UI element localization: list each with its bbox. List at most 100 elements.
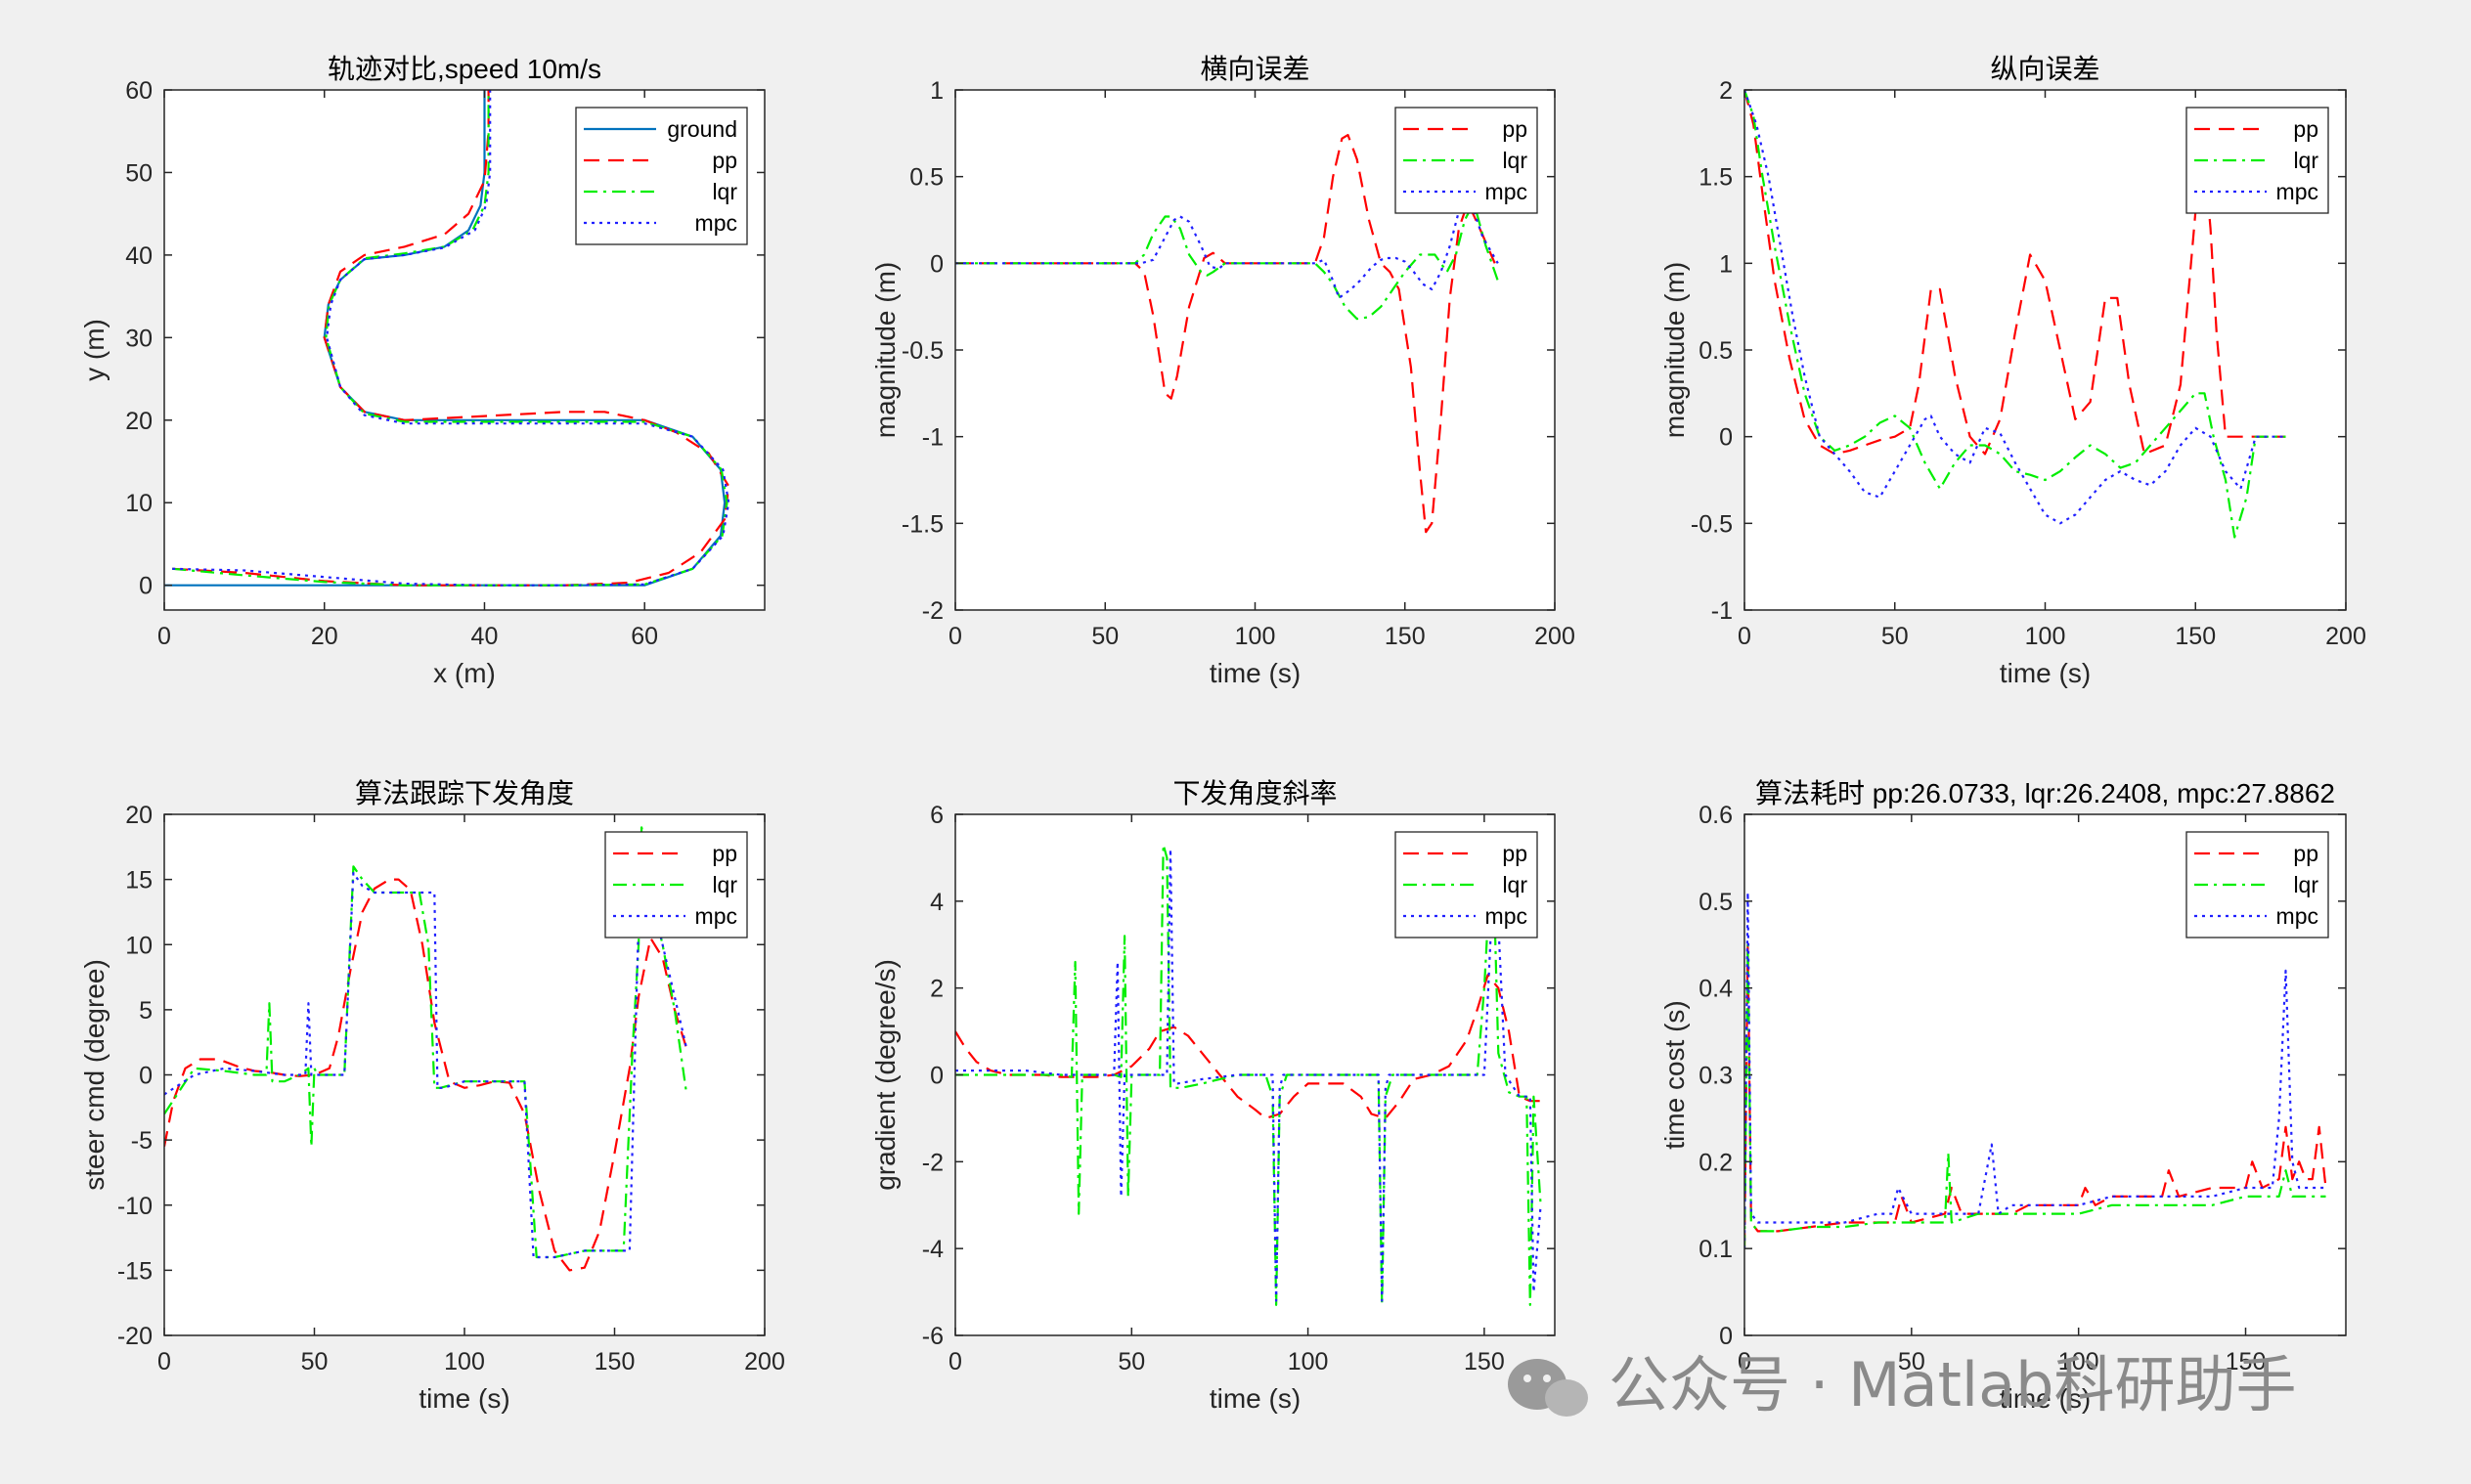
y-tick-label: 50 [125, 159, 153, 187]
legend-label-mpc: mpc [695, 903, 737, 929]
y-tick-label: -4 [922, 1236, 944, 1263]
legend-label-lqr: lqr [2293, 148, 2318, 173]
x-axis-label: time (s) [2000, 1383, 2091, 1414]
legend-label-pp: pp [712, 841, 737, 866]
x-axis-label: time (s) [419, 1383, 509, 1414]
y-tick-label: 20 [125, 408, 153, 435]
legend-label-pp: pp [2293, 116, 2318, 142]
x-tick-label: 60 [631, 623, 658, 650]
series-line-pp [955, 134, 1496, 534]
y-tick-label: -2 [922, 597, 944, 625]
x-tick-label: 0 [1738, 1348, 1751, 1375]
chart-title: 轨迹对比,speed 10m/s [328, 54, 601, 84]
series-line-mpc [955, 201, 1499, 299]
chart-title: 横向误差 [1200, 54, 1309, 84]
y-tick-label: -6 [922, 1323, 944, 1350]
y-tick-label: 0 [1719, 424, 1733, 452]
y-tick-label: 0.6 [1699, 802, 1733, 829]
x-tick-label: 50 [1091, 623, 1119, 650]
y-tick-label: 0 [1719, 1323, 1733, 1350]
legend-box [575, 107, 748, 245]
y-tick-label: -0.5 [902, 337, 944, 365]
legend-label-pp: pp [2293, 841, 2318, 866]
x-axis-label: time (s) [2000, 658, 2091, 688]
x-tick-label: 50 [1898, 1348, 1925, 1375]
series-line-pp [164, 878, 688, 1272]
x-tick-label: 200 [1534, 623, 1575, 650]
y-tick-label: -15 [117, 1257, 153, 1285]
x-tick-label: 150 [1385, 623, 1426, 650]
x-tick-label: 0 [949, 623, 962, 650]
y-tick-label: -20 [117, 1323, 153, 1350]
legend: pp lqr mpc [1394, 107, 1538, 214]
subplot-5: 0 50 100 150 -6 -4 -2 0 2 4 6 下发角度斜率 time (s) gradien… [870, 778, 1556, 1414]
y-tick-label: 1.5 [1699, 164, 1733, 192]
series-line-pp [1744, 943, 2327, 1249]
x-tick-label: 50 [1118, 1348, 1145, 1375]
legend-label-mpc: mpc [2276, 179, 2318, 204]
y-tick-label: 0 [930, 1063, 944, 1090]
x-tick-label: 150 [2226, 1348, 2267, 1375]
x-tick-label: 150 [2175, 623, 2216, 650]
y-tick-label: 30 [125, 325, 153, 352]
x-tick-label: 150 [1464, 1348, 1505, 1375]
y-tick-label: 0 [139, 573, 153, 600]
chart-title: 下发角度斜率 [1172, 778, 1337, 808]
y-axis-label: time cost (s) [1659, 1000, 1690, 1149]
x-tick-label: 200 [744, 1348, 785, 1375]
y-tick-label: -1 [1711, 597, 1733, 625]
y-tick-label: 2 [930, 976, 944, 1003]
chart-title: 纵向误差 [1990, 54, 2099, 84]
y-axis-label: magnitude (m) [1659, 262, 1690, 439]
x-tick-label: 0 [1738, 623, 1751, 650]
series-line-lqr [1744, 943, 2326, 1249]
y-tick-label: 40 [125, 242, 153, 270]
chart-title: 算法耗时 pp:26.0733, lqr:26.2408, mpc:27.886… [1755, 778, 2335, 808]
x-tick-label: 40 [471, 623, 499, 650]
x-tick-label: 100 [2058, 1348, 2099, 1375]
legend: pp lqr mpc [2185, 831, 2329, 938]
y-tick-label: 0.5 [1699, 337, 1733, 365]
x-tick-label: 50 [301, 1348, 329, 1375]
subplot-3: 0 50 100 150 200 -1 -0.5 0 0.5 1 1.5 2 纵向误差 time (s) m… [1659, 54, 2366, 688]
y-tick-label: 0.5 [1699, 889, 1733, 916]
y-tick-label: 10 [125, 932, 153, 959]
y-tick-label: 1 [930, 77, 944, 105]
y-tick-label: 20 [125, 802, 153, 829]
x-axis-label: x (m) [433, 658, 496, 688]
legend-label-mpc: mpc [2276, 903, 2318, 929]
y-tick-label: 0.2 [1699, 1149, 1733, 1176]
y-tick-label: 0.4 [1699, 976, 1733, 1003]
y-axis-label: gradient (degree/s) [870, 959, 901, 1191]
y-tick-label: 0.3 [1699, 1063, 1733, 1090]
y-tick-label: -1 [922, 424, 944, 452]
series-line-mpc [164, 871, 688, 1259]
x-axis-label: time (s) [1210, 1383, 1301, 1414]
legend-label-mpc: mpc [1485, 179, 1527, 204]
y-tick-label: -1.5 [902, 510, 944, 538]
x-tick-label: 100 [444, 1348, 485, 1375]
legend-label-pp: pp [712, 148, 737, 173]
legend: ground pp lqr mpc [575, 107, 748, 245]
y-tick-label: 2 [1719, 77, 1733, 105]
x-tick-label: 100 [1235, 623, 1276, 650]
subplot-6: 0 50 100 150 0 0.1 0.2 0.3 0.4 0.5 0.6 算法耗时 pp:26.0… [1659, 778, 2347, 1414]
legend-label-lqr: lqr [1502, 148, 1527, 173]
y-tick-label: 0 [930, 250, 944, 278]
y-tick-label: 15 [125, 867, 153, 895]
x-tick-label: 100 [2025, 623, 2066, 650]
y-tick-label: -0.5 [1691, 510, 1733, 538]
y-tick-label: -2 [922, 1149, 944, 1176]
legend: pp lqr mpc [1394, 831, 1538, 938]
subplot-1: 0 20 40 60 0 10 20 30 40 50 60 轨迹对比,speed 10m/s x (m… [79, 54, 766, 688]
watermark: 公众号 · Matlab科研助手 [1496, 1341, 2435, 1429]
y-tick-label: 4 [930, 889, 944, 916]
subplot-4: 0 50 100 150 200 -20 -15 -10 -5 0 5 10 15 20 算法跟踪下发角度 t… [79, 778, 785, 1414]
legend-label-mpc: mpc [1485, 903, 1527, 929]
x-tick-label: 0 [157, 1348, 171, 1375]
watermark-text: 公众号 · Matlab科研助手 [1609, 1349, 2297, 1420]
series-line-mpc [172, 90, 730, 587]
y-tick-label: 10 [125, 490, 153, 517]
y-tick-label: 60 [125, 77, 153, 105]
